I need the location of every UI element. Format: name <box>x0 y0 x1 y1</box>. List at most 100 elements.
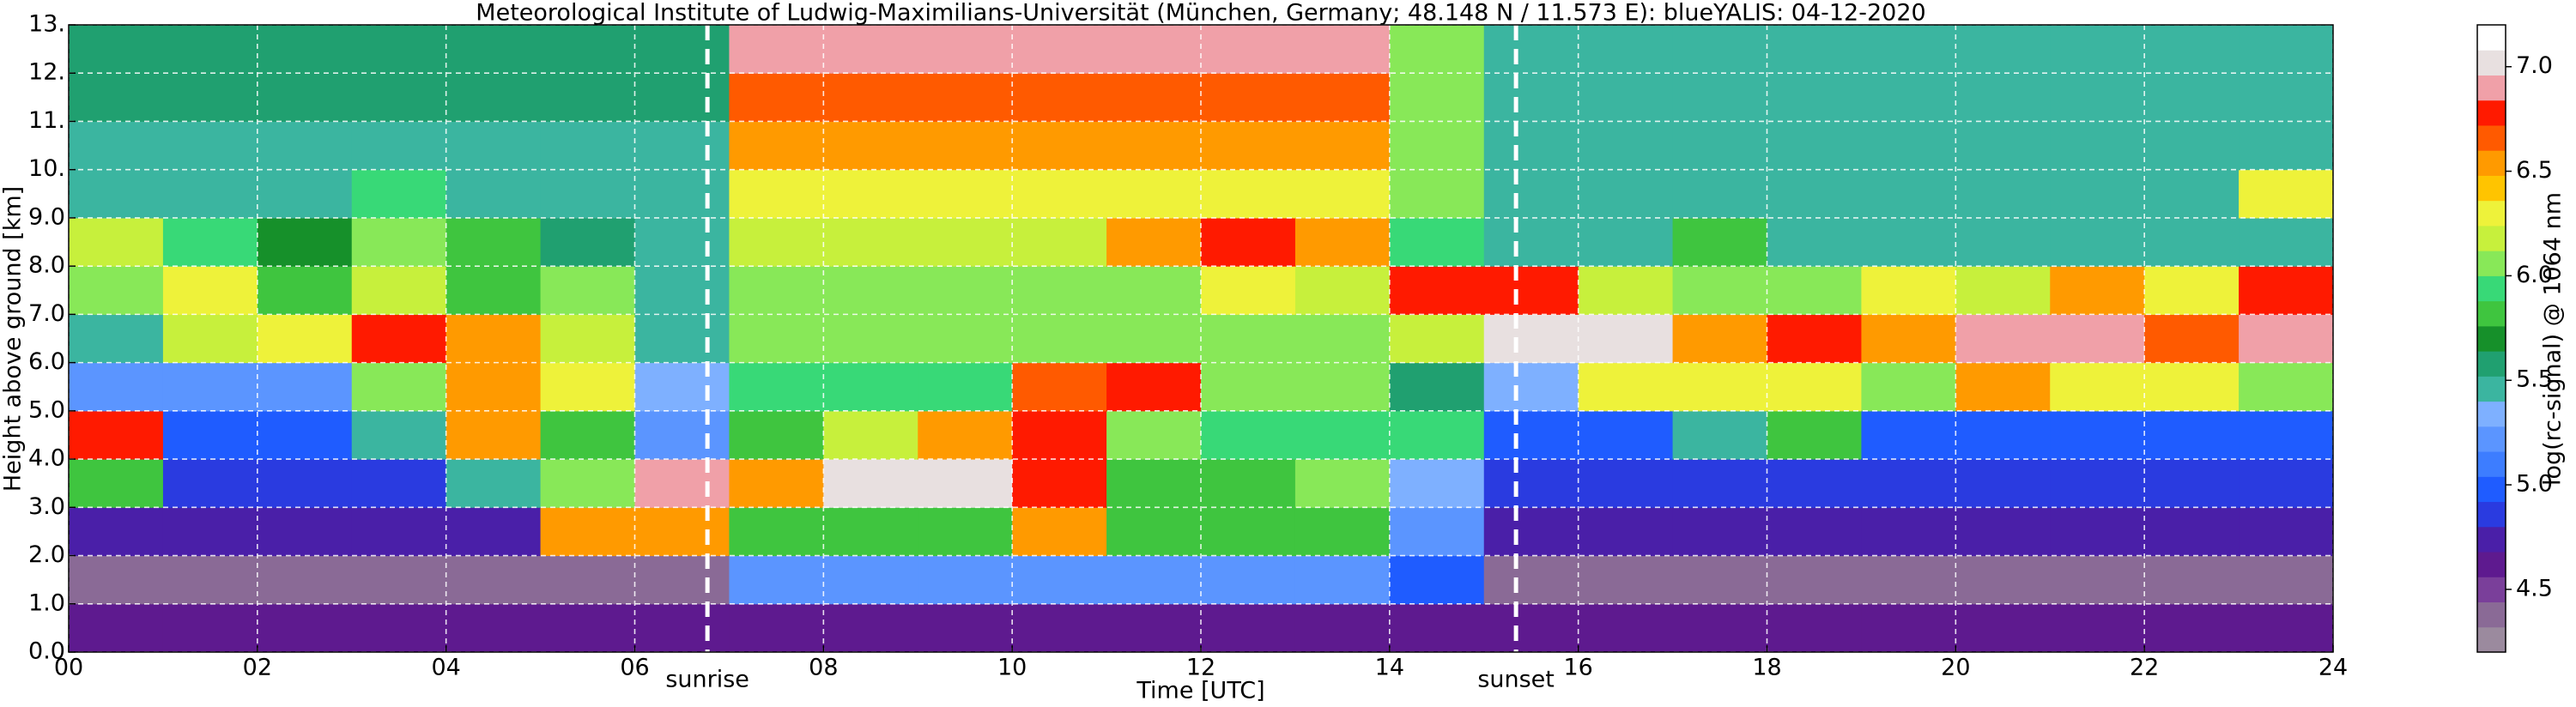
heatmap-cell <box>162 121 258 171</box>
colorbar-swatch <box>2477 577 2506 603</box>
colorbar-swatch <box>2477 451 2506 477</box>
heatmap-cell <box>162 217 258 267</box>
heatmap-cell <box>1578 25 1674 74</box>
heatmap-cell <box>1201 169 1296 219</box>
heatmap-cell <box>634 217 730 267</box>
heatmap-cell <box>162 603 258 653</box>
heatmap-cell <box>351 555 447 605</box>
colorbar-swatch <box>2477 376 2506 402</box>
heatmap-cell <box>1672 555 1767 605</box>
heatmap-cell <box>162 25 258 74</box>
heatmap-cell <box>351 25 447 74</box>
heatmap-cell <box>1955 555 2051 605</box>
heatmap-cell <box>2239 410 2334 460</box>
heatmap-cell <box>1767 555 1862 605</box>
heatmap-cell <box>2050 217 2145 267</box>
heatmap-cell <box>634 314 730 364</box>
x-tick-label: 20 <box>1941 655 1970 681</box>
heatmap-cell <box>69 169 164 219</box>
heatmap-cell <box>1861 25 1956 74</box>
colorbar-swatch <box>2477 175 2506 202</box>
colorbar-label: log(rc-signal) @ 1064 nm <box>2540 192 2567 486</box>
heatmap-cell <box>729 459 824 508</box>
heatmap-cell <box>2144 362 2240 412</box>
heatmap-cell <box>1483 362 1579 412</box>
heatmap-cell <box>918 362 1013 412</box>
heatmap-cell <box>2050 314 2145 364</box>
heatmap-cell <box>162 266 258 315</box>
heatmap-cell <box>729 555 824 605</box>
heatmap-cell <box>1483 25 1579 74</box>
heatmap-cell <box>1672 410 1767 460</box>
heatmap-cell <box>634 410 730 460</box>
y-tick-label: 9.0 <box>28 203 65 230</box>
colorbar-swatch <box>2477 476 2506 503</box>
heatmap-cell <box>2144 603 2240 653</box>
heatmap-cell <box>634 73 730 122</box>
x-tick-label: 02 <box>243 655 272 681</box>
heatmap-cell <box>1767 266 1862 315</box>
heatmap-cell <box>1767 217 1862 267</box>
heatmap-cell <box>69 410 164 460</box>
heatmap-cell <box>1106 362 1202 412</box>
heatmap-cell <box>918 314 1013 364</box>
heatmap-cell <box>823 121 918 171</box>
colorbar-swatch <box>2477 150 2506 176</box>
heatmap-cell <box>540 25 635 74</box>
heatmap-cell <box>1955 121 2051 171</box>
y-tick-label: 11. <box>28 107 65 134</box>
heatmap-cell <box>729 266 824 315</box>
heatmap-cell <box>2239 217 2334 267</box>
heatmap-cell <box>1578 555 1674 605</box>
heatmap-cell <box>729 217 824 267</box>
colorbar-swatch <box>2477 526 2506 553</box>
heatmap-cell <box>1294 410 1391 460</box>
heatmap-cell <box>1201 266 1296 315</box>
heatmap <box>69 25 2334 653</box>
heatmap-cell <box>1672 507 1767 557</box>
heatmap-cell <box>634 25 730 74</box>
colorbar-tick-label: 5.5 <box>2516 366 2553 393</box>
colorbar-frame <box>2476 24 2506 653</box>
heatmap-cell <box>69 73 164 122</box>
colorbar-swatch <box>2477 300 2506 327</box>
heatmap-cell <box>1861 217 1956 267</box>
heatmap-cell <box>1012 121 1107 171</box>
heatmap-cell <box>1106 459 1202 508</box>
heatmap-cell <box>351 169 447 219</box>
heatmap-cell <box>1578 507 1674 557</box>
heatmap-cell <box>257 555 353 605</box>
heatmap-cell <box>1012 410 1107 460</box>
heatmap-cell <box>69 266 164 315</box>
heatmap-cell <box>2050 25 2145 74</box>
heatmap-cell <box>1389 217 1485 267</box>
heatmap-cell <box>69 603 164 653</box>
heatmap-cell <box>918 603 1013 653</box>
heatmap-cell <box>729 73 824 122</box>
heatmap-cell <box>162 459 258 508</box>
heatmap-cell <box>1578 169 1674 219</box>
heatmap-cell <box>1578 217 1674 267</box>
y-tick-label: 7.0 <box>28 300 65 327</box>
heatmap-cell <box>1294 73 1391 122</box>
x-tick-label: 16 <box>1563 655 1592 681</box>
heatmap-cell <box>162 314 258 364</box>
heatmap-cell <box>823 362 918 412</box>
heatmap-cell <box>1955 459 2051 508</box>
heatmap-cell <box>1106 266 1202 315</box>
heatmap-cell <box>1201 73 1296 122</box>
heatmap-cell <box>1672 266 1767 315</box>
heatmap-cell <box>257 121 353 171</box>
heatmap-cell <box>1861 121 1956 171</box>
heatmap-cell <box>729 314 824 364</box>
y-tick-label: 3.0 <box>28 493 65 520</box>
heatmap-cell <box>1201 555 1296 605</box>
heatmap-cell <box>1767 73 1862 122</box>
heatmap-cell <box>634 266 730 315</box>
heatmap-cell <box>1294 266 1391 315</box>
heatmap-cell <box>1483 555 1579 605</box>
heatmap-cell <box>1294 217 1391 267</box>
colorbar-swatch <box>2477 100 2506 126</box>
heatmap-cell <box>1483 314 1579 364</box>
heatmap-cell <box>1106 169 1202 219</box>
